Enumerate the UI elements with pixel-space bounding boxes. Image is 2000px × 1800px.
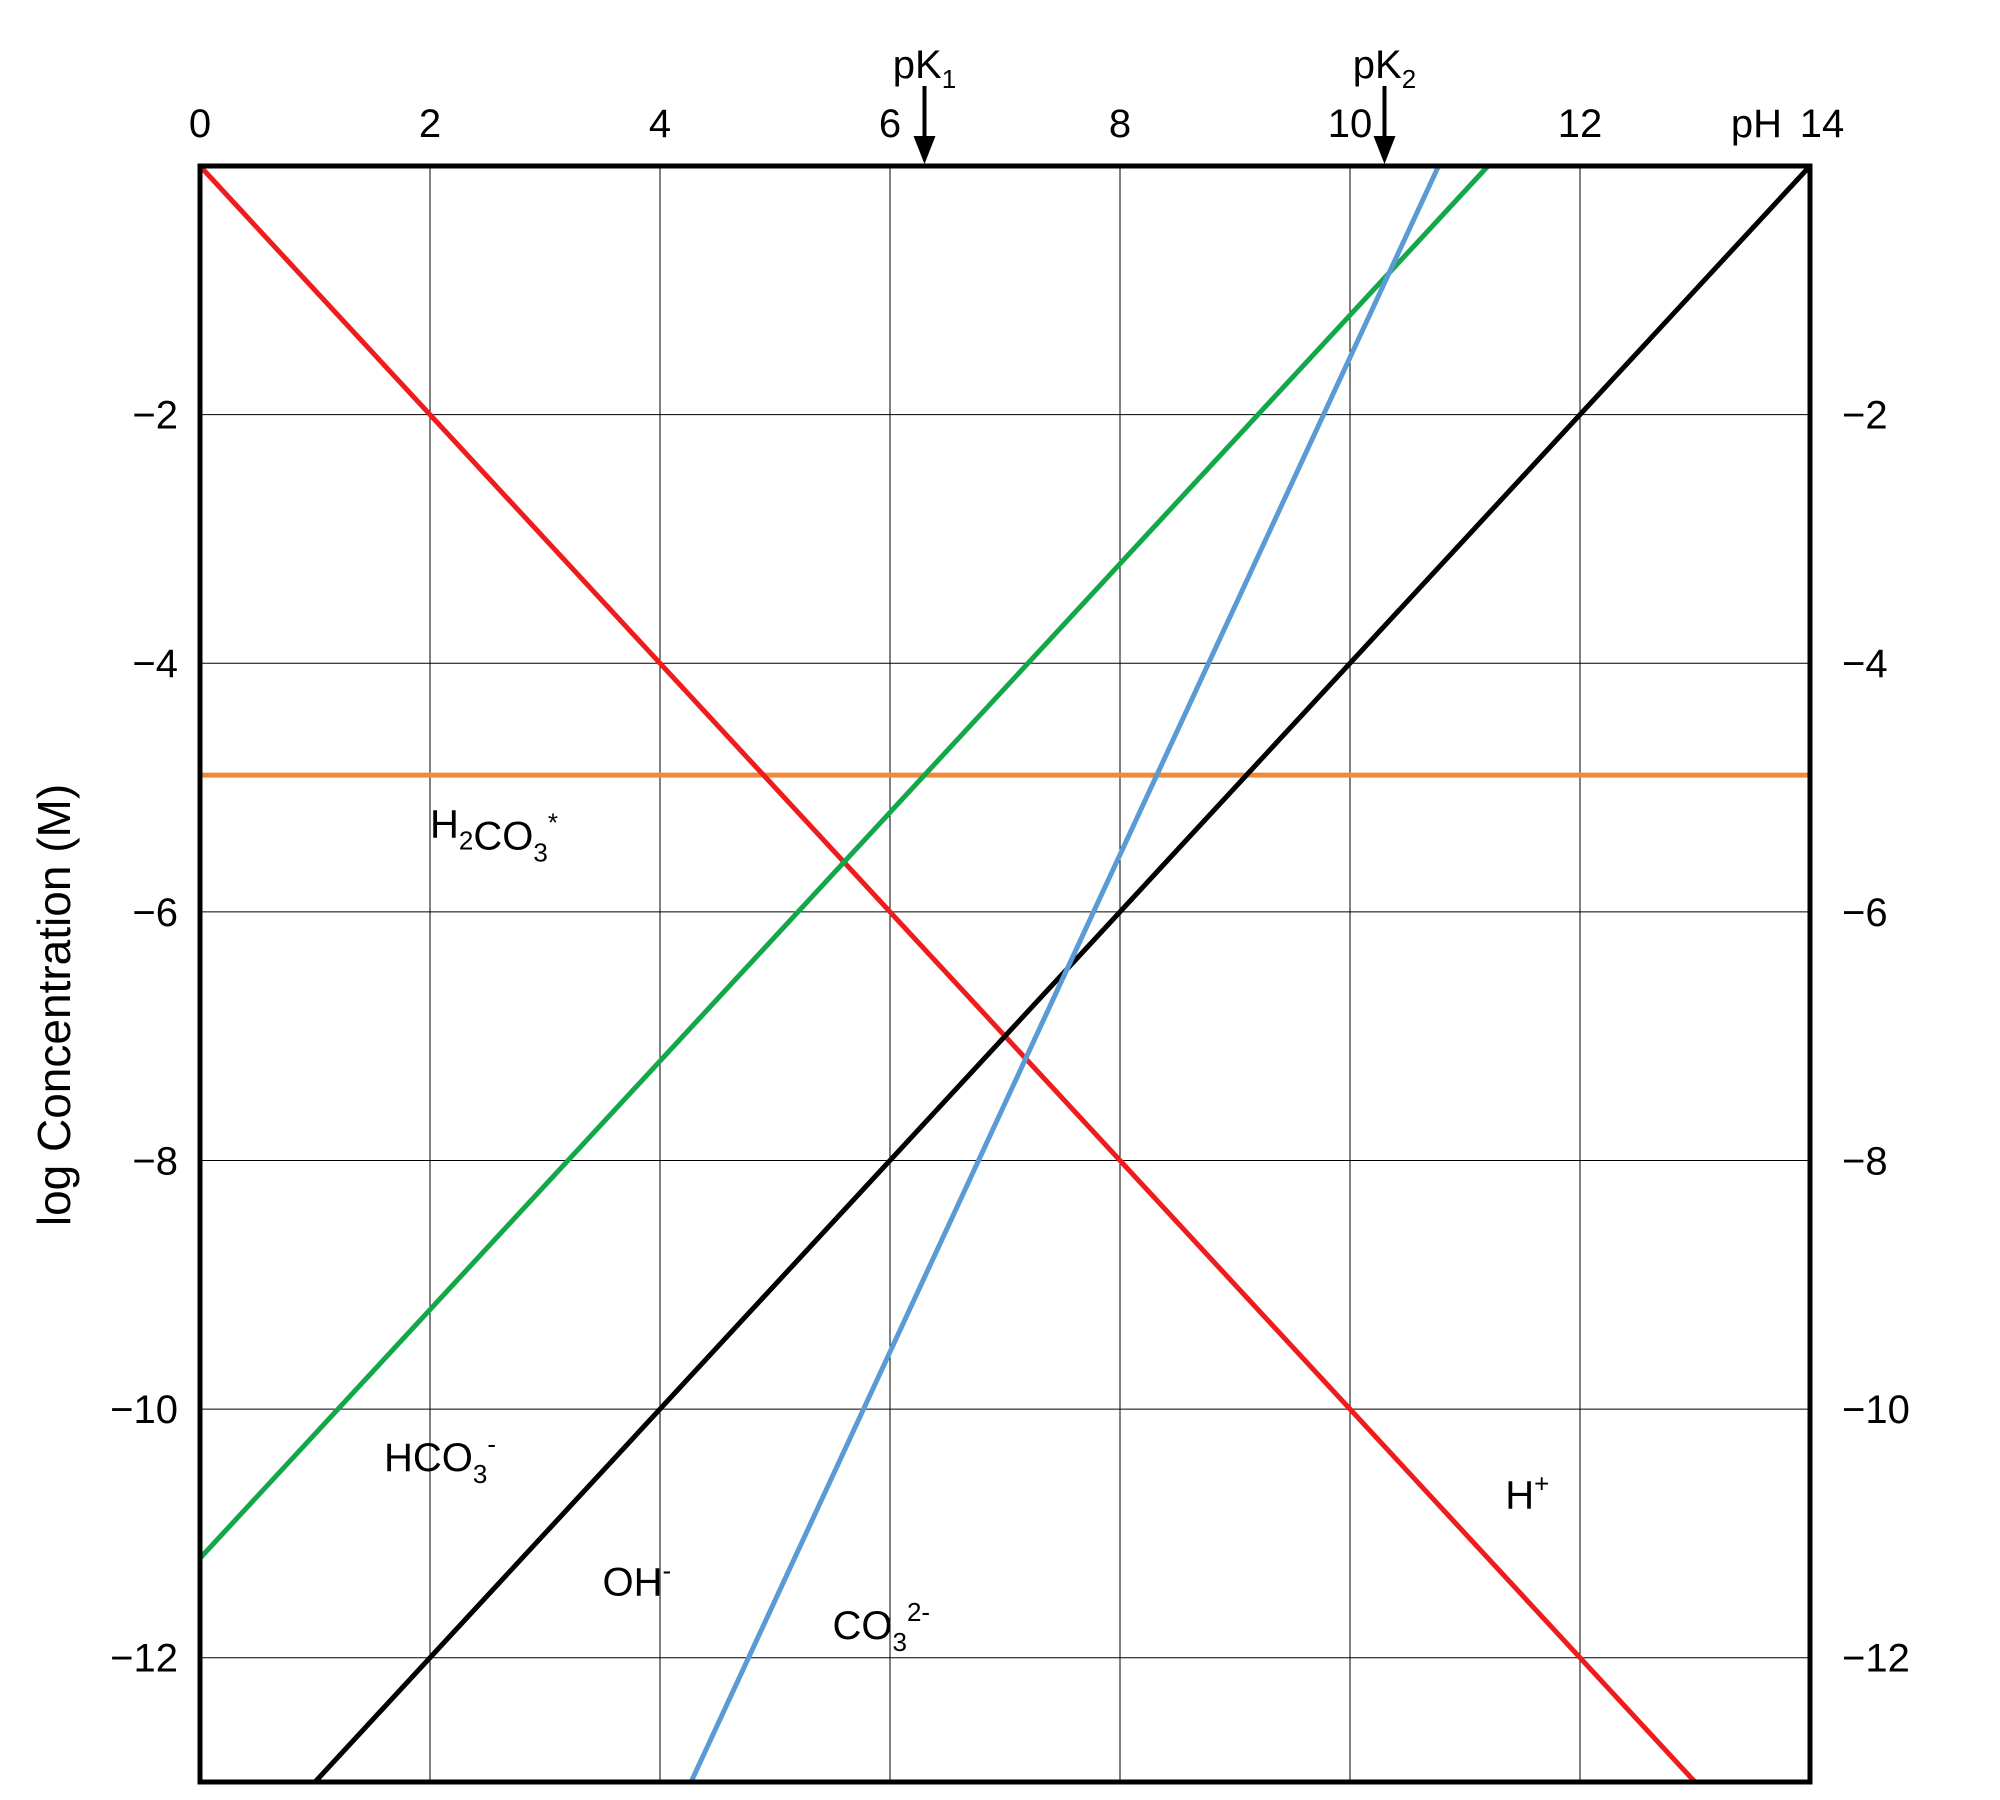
y-tick-label-right: −8	[1842, 1139, 1888, 1183]
y-tick-label-left: −4	[132, 642, 178, 686]
y-tick-label-left: −12	[110, 1637, 178, 1681]
species-label-h: H+	[1505, 1469, 1549, 1518]
series-line-co3	[688, 164, 1441, 1784]
species-label-oh: OH-	[603, 1556, 672, 1605]
x-tick-label: 8	[1109, 102, 1131, 146]
y-tick-label-left: −2	[132, 394, 178, 438]
x-tick-labels: 0 2 4 6 8 10 12 14 pH	[189, 102, 1844, 146]
series-lines	[198, 164, 1812, 1784]
x-tick-label: 0	[189, 102, 211, 146]
x-tick-label: 2	[419, 102, 441, 146]
species-label-h2co3: H2CO3*	[430, 802, 558, 867]
pk-markers: pK1 pK2	[893, 43, 1416, 164]
pk-arrow-head	[913, 136, 936, 164]
y-tick-labels-left: −2 −4 −6 −8 −10 −12	[110, 394, 178, 1681]
y-tick-label-right: −10	[1842, 1388, 1910, 1432]
pk-arrow-head	[1373, 136, 1396, 164]
grid-lines	[200, 166, 1810, 1782]
y-tick-label-left: −8	[132, 1139, 178, 1183]
y-tick-label-right: −12	[1842, 1637, 1910, 1681]
y-tick-label-right: −6	[1842, 891, 1888, 935]
species-label-co3: CO32-	[833, 1597, 931, 1657]
y-tick-label-right: −4	[1842, 642, 1888, 686]
y-tick-labels-right: −2 −4 −6 −8 −10 −12	[1842, 394, 1910, 1681]
y-tick-label-left: −10	[110, 1388, 178, 1432]
y-tick-label-right: −2	[1842, 394, 1888, 438]
series-line-hco3	[198, 164, 1490, 1560]
pk-label: pK1	[893, 43, 956, 94]
species-label-hco3: HCO3-	[384, 1429, 496, 1489]
plot-frame	[197, 163, 1813, 1785]
series-line-h	[198, 164, 1697, 1784]
x-tick-label: 4	[649, 102, 671, 146]
y-tick-label-left: −6	[132, 891, 178, 935]
x-axis-label: pH	[1731, 102, 1782, 146]
x-tick-label: 12	[1558, 102, 1603, 146]
x-tick-label: 10	[1328, 102, 1373, 146]
x-tick-label: 6	[879, 102, 901, 146]
y-axis-label: log Concentration (M)	[28, 784, 80, 1226]
species-labels: H2CO3* HCO3- OH- CO32- H+	[384, 802, 1549, 1657]
x-tick-label: 14	[1800, 102, 1845, 146]
